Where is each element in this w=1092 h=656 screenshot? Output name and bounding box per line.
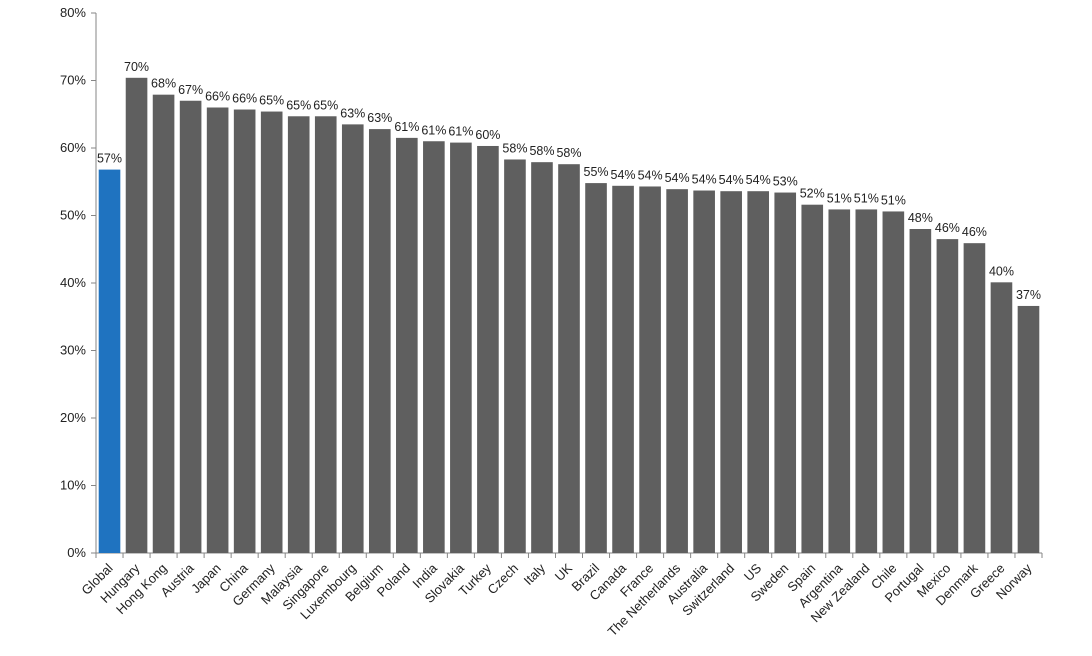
data-label: 46% bbox=[935, 221, 960, 235]
bar-switzerland bbox=[720, 191, 742, 553]
bar-japan bbox=[206, 107, 229, 553]
y-tick-label: 0% bbox=[67, 545, 86, 560]
data-label: 63% bbox=[367, 111, 392, 125]
data-label: 55% bbox=[584, 165, 609, 179]
data-label: 65% bbox=[286, 98, 311, 112]
y-tick-label: 20% bbox=[60, 410, 86, 425]
data-label: 37% bbox=[1016, 288, 1041, 302]
data-label: 68% bbox=[151, 77, 176, 91]
y-tick-label: 50% bbox=[60, 208, 86, 223]
data-label: 54% bbox=[638, 168, 663, 182]
bar-belgium bbox=[368, 129, 391, 553]
data-label: 70% bbox=[124, 60, 149, 74]
data-label: 61% bbox=[394, 120, 419, 134]
data-label: 54% bbox=[746, 173, 771, 187]
bar-greece bbox=[990, 282, 1013, 553]
bar-malaysia bbox=[287, 116, 310, 554]
category-label: Italy bbox=[521, 560, 549, 588]
bar-sweden bbox=[774, 192, 797, 554]
bar-denmark bbox=[963, 243, 986, 554]
data-label: 40% bbox=[989, 264, 1014, 278]
data-label: 65% bbox=[313, 98, 338, 112]
data-label: 54% bbox=[665, 171, 690, 185]
data-label: 66% bbox=[232, 92, 257, 106]
bar-global bbox=[98, 169, 121, 553]
y-tick-label: 70% bbox=[60, 73, 86, 88]
bar-norway bbox=[1017, 305, 1040, 553]
data-label: 57% bbox=[97, 152, 122, 166]
data-label: 63% bbox=[340, 106, 365, 120]
bar-china bbox=[233, 109, 256, 554]
data-label: 53% bbox=[773, 175, 798, 189]
bar-germany bbox=[260, 111, 283, 554]
bar-italy bbox=[531, 162, 553, 554]
data-label: 61% bbox=[448, 125, 473, 139]
data-label: 61% bbox=[421, 123, 446, 137]
bar-mexico bbox=[936, 239, 959, 553]
data-label: 51% bbox=[827, 191, 852, 205]
data-label: 54% bbox=[692, 173, 717, 187]
data-label: 51% bbox=[881, 193, 906, 207]
bar-us bbox=[747, 191, 770, 553]
data-label: 46% bbox=[962, 225, 987, 239]
bar-poland bbox=[396, 137, 418, 553]
data-label: 54% bbox=[719, 173, 744, 187]
bar-canada bbox=[612, 185, 634, 554]
bar-singapore bbox=[314, 116, 337, 554]
y-tick-label: 10% bbox=[60, 478, 86, 493]
data-label: 66% bbox=[205, 90, 230, 104]
y-tick-label: 30% bbox=[60, 343, 86, 358]
data-label: 65% bbox=[259, 94, 284, 108]
category-label: Czech bbox=[484, 561, 521, 598]
bar-hong-kong bbox=[152, 94, 175, 554]
bar-new-zealand bbox=[855, 209, 878, 554]
data-label: 58% bbox=[502, 141, 527, 155]
data-label: 67% bbox=[178, 83, 203, 97]
data-label: 52% bbox=[800, 187, 825, 201]
data-label: 60% bbox=[475, 128, 500, 142]
bar-the-netherlands bbox=[666, 189, 688, 554]
data-label: 48% bbox=[908, 211, 933, 225]
data-label: 54% bbox=[611, 168, 636, 182]
bar-chile bbox=[882, 211, 905, 553]
bar-hungary bbox=[125, 77, 148, 554]
data-label: 58% bbox=[556, 146, 581, 160]
bar-slovakia bbox=[450, 142, 472, 553]
data-label: 51% bbox=[854, 191, 879, 205]
y-tick-label: 80% bbox=[60, 5, 86, 20]
data-label: 58% bbox=[529, 144, 554, 158]
bar-turkey bbox=[477, 145, 499, 553]
category-label: Japan bbox=[188, 561, 224, 597]
bar-brazil bbox=[585, 183, 607, 553]
bar-india bbox=[423, 141, 445, 553]
bar-uk bbox=[558, 164, 580, 553]
y-tick-label: 40% bbox=[60, 275, 86, 290]
bar-portugal bbox=[909, 229, 932, 553]
bar-france bbox=[639, 186, 661, 553]
y-tick-label: 60% bbox=[60, 140, 86, 155]
bar-luxembourg bbox=[341, 124, 364, 553]
bar-argentina bbox=[828, 209, 851, 554]
bar-austria bbox=[179, 100, 202, 553]
bar-czech bbox=[504, 159, 526, 553]
bar-spain bbox=[801, 204, 824, 553]
bar-australia bbox=[693, 190, 715, 553]
